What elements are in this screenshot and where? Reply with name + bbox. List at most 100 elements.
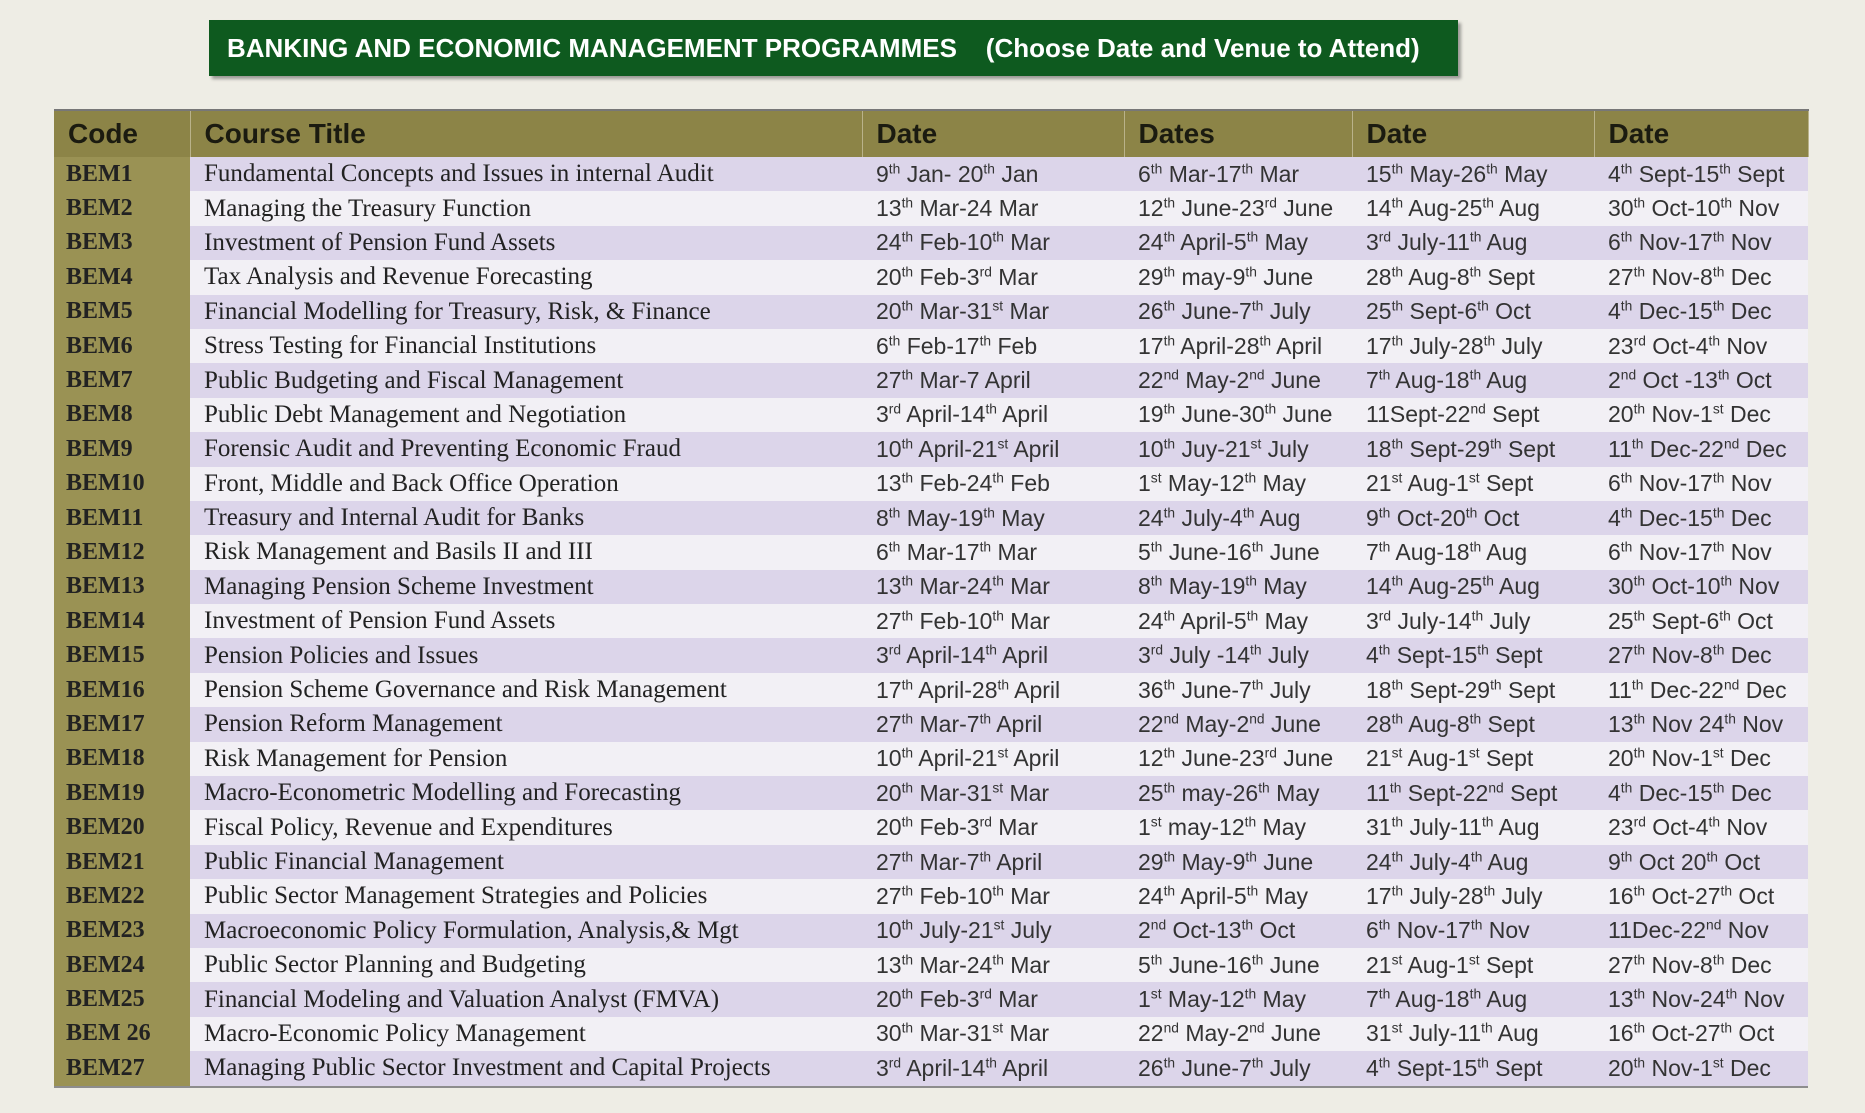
date-cell: 20th Feb-3rd Mar	[862, 982, 1124, 1017]
column-header: Code	[54, 109, 191, 157]
date-cell: 13th Nov-24th Nov	[1594, 982, 1808, 1017]
course-row: BEM24 Public Sector Planning and Budgetin…	[54, 947, 1808, 983]
date-cell: 27th Nov-8th Dec	[1594, 638, 1808, 673]
course-code: BEM19	[54, 776, 190, 811]
date-cell: 28th Aug-8th Sept	[1352, 260, 1594, 295]
date-cell: 10th July-21st July	[862, 913, 1124, 948]
date-cell: 7th Aug-18th Aug	[1352, 982, 1594, 1017]
date-cell: 16th Oct-27th Oct	[1594, 1016, 1808, 1052]
date-cell: 24th April-5th May	[1124, 879, 1352, 914]
date-cell: 27th Mar-7th April	[862, 844, 1124, 880]
date-cell: 4th Dec-15th Dec	[1594, 500, 1808, 536]
course-code: BEM16	[54, 672, 190, 708]
date-cell: 25th may-26th May	[1124, 776, 1352, 811]
date-cell: 6th Nov-17th Nov	[1352, 913, 1594, 948]
course-code: BEM22	[54, 879, 190, 914]
date-cell: 18th Sept-29th Sept	[1352, 432, 1594, 467]
date-cell: 30th Oct-10th Nov	[1594, 191, 1808, 226]
course-row: BEM15 Pension Policies and Issues 3rd Apri…	[54, 638, 1808, 673]
date-cell: 11th Dec-22nd Dec	[1594, 672, 1808, 708]
date-cell: 36th June-7th July	[1124, 672, 1352, 708]
course-title: Front, Middle and Back Office Operation	[190, 466, 862, 501]
date-cell: 24th July-4th Aug	[1124, 500, 1352, 536]
header-row: Code Course Title Date Dates Date Date	[54, 109, 1809, 157]
date-cell: 17th April-28th April	[862, 672, 1124, 708]
date-cell: 23rd Oct-4th Nov	[1594, 810, 1808, 845]
date-cell: 27th Nov-8th Dec	[1594, 260, 1808, 295]
course-code: BEM18	[54, 741, 190, 777]
date-cell: 29th may-9th June	[1124, 260, 1352, 295]
date-cell: 25th Sept-6th Oct	[1594, 604, 1808, 639]
date-cell: 20th Feb-3rd Mar	[862, 260, 1124, 295]
date-cell: 31st July-11th Aug	[1352, 1016, 1594, 1052]
date-cell: 18th Sept-29th Sept	[1352, 672, 1594, 708]
date-cell: 27th Mar-7th April	[862, 707, 1124, 742]
date-cell: 12th June-23rd June	[1124, 741, 1352, 777]
course-row: BEM22 Public Sector Management Strategies…	[54, 879, 1808, 914]
course-title: Risk Management for Pension	[190, 741, 862, 777]
course-title: Financial Modelling for Treasury, Risk, …	[190, 294, 862, 329]
date-cell: 17th July-28th July	[1352, 328, 1594, 364]
date-cell: 6th Mar-17th Mar	[862, 535, 1124, 570]
date-cell: 14th Aug-25th Aug	[1352, 191, 1594, 226]
date-cell: 6th Mar-17th Mar	[1124, 157, 1352, 192]
date-cell: 30th Oct-10th Nov	[1594, 569, 1808, 605]
date-cell: 1st May-12th May	[1124, 982, 1352, 1017]
date-cell: 9th Oct 20th Oct	[1594, 844, 1808, 880]
course-code: BEM5	[54, 294, 190, 329]
course-row: BEM12 Risk Management and Basils II and I…	[54, 535, 1808, 570]
date-cell: 20th Nov-1st Dec	[1594, 1051, 1808, 1087]
date-cell: 27th Mar-7 April	[862, 363, 1124, 398]
date-cell: 17th April-28th April	[1124, 328, 1352, 364]
date-cell: 7th Aug-18th Aug	[1352, 363, 1594, 398]
date-cell: 24th Feb-10th Mar	[862, 225, 1124, 261]
course-title: Treasury and Internal Audit for Banks	[190, 500, 862, 536]
course-code: BEM21	[54, 844, 190, 880]
date-cell: 10th April-21st April	[862, 741, 1124, 777]
date-cell: 7th Aug-18th Aug	[1352, 535, 1594, 570]
date-cell: 17th July-28th July	[1352, 879, 1594, 914]
date-cell: 24th April-5th May	[1124, 225, 1352, 261]
course-row: BEM21 Public Financial Management 27th Mar…	[54, 844, 1808, 880]
course-row: BEM27 Managing Public Sector Investment a…	[54, 1051, 1808, 1087]
course-row: BEM10 Front, Middle and Back Office Opera…	[54, 466, 1808, 501]
course-title: Macro-Econometric Modelling and Forecast…	[190, 776, 862, 811]
course-title: Managing Public Sector Investment and Ca…	[190, 1051, 862, 1087]
date-cell: 26th June-7th July	[1124, 294, 1352, 329]
course-row: BEM 26 Macro-Economic Policy Management 30…	[54, 1016, 1808, 1052]
course-row: BEM25 Financial Modeling and Valuation An…	[54, 982, 1808, 1017]
date-cell: 5th June-16th June	[1124, 535, 1352, 570]
date-cell: 1st May-12th May	[1124, 466, 1352, 501]
date-cell: 9th Jan- 20th Jan	[862, 157, 1124, 192]
date-cell: 22nd May-2nd June	[1124, 1016, 1352, 1052]
date-cell: 26th June-7th July	[1124, 1051, 1352, 1087]
date-cell: 23rd Oct-4th Nov	[1594, 328, 1808, 364]
course-row: BEM19 Macro-Econometric Modelling and For…	[54, 776, 1808, 811]
course-code: BEM15	[54, 638, 190, 673]
course-title: Fiscal Policy, Revenue and Expenditures	[190, 810, 862, 845]
date-cell: 3rd July-11th Aug	[1352, 225, 1594, 261]
course-row: BEM20 Fiscal Policy, Revenue and Expendit…	[54, 810, 1808, 845]
date-cell: 20th Nov-1st Dec	[1594, 741, 1808, 777]
course-row: BEM17 Pension Reform Management 27th Mar-7…	[54, 707, 1808, 742]
course-title: Tax Analysis and Revenue Forecasting	[190, 260, 862, 295]
date-cell: 21st Aug-1st Sept	[1352, 741, 1594, 777]
date-cell: 3rd April-14th April	[862, 638, 1124, 673]
course-title: Fundamental Concepts and Issues in inter…	[190, 157, 862, 192]
course-code: BEM23	[54, 913, 190, 948]
course-title: Pension Policies and Issues	[190, 638, 862, 673]
date-cell: 10th April-21st April	[862, 432, 1124, 467]
course-title: Pension Reform Management	[190, 707, 862, 742]
date-cell: 19th June-30th June	[1124, 397, 1352, 433]
course-title: Managing Pension Scheme Investment	[190, 569, 862, 605]
course-code: BEM6	[54, 328, 190, 364]
date-cell: 24th April-5th May	[1124, 604, 1352, 639]
date-cell: 3rd April-14th April	[862, 1051, 1124, 1087]
course-row: BEM4 Tax Analysis and Revenue Forecasting…	[54, 260, 1808, 295]
date-cell: 14th Aug-25th Aug	[1352, 569, 1594, 605]
date-cell: 6th Nov-17th Nov	[1594, 535, 1808, 570]
course-code: BEM1	[54, 157, 190, 192]
column-header: Date	[1352, 109, 1595, 157]
date-cell: 20th Nov-1st Dec	[1594, 397, 1808, 433]
course-title: Risk Management and Basils II and III	[190, 535, 862, 570]
